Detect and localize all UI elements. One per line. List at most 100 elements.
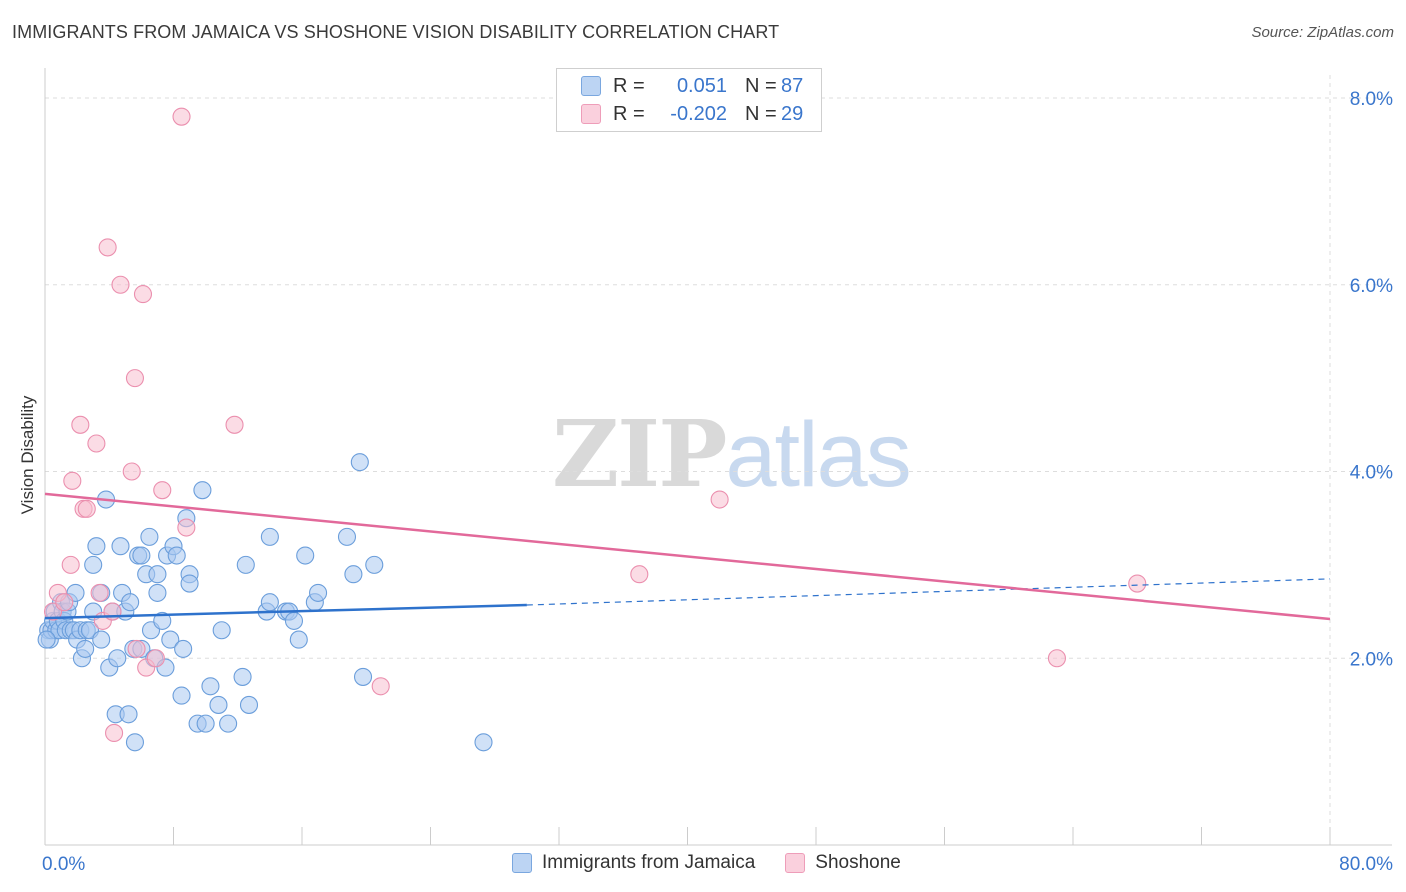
point-shoshone [371, 677, 390, 696]
point-jamaica [167, 546, 186, 565]
point-jamaica [289, 630, 308, 649]
point-shoshone [127, 639, 146, 658]
watermark: ZIPatlas [552, 400, 912, 508]
point-jamaica [132, 546, 151, 565]
legend-label-shoshone: Shoshone [815, 852, 901, 873]
legend-r-label: R = [613, 74, 645, 97]
point-jamaica [284, 611, 304, 630]
point-shoshone [630, 565, 649, 584]
point-jamaica [233, 667, 252, 686]
point-jamaica [209, 695, 228, 714]
point-shoshone [55, 593, 74, 612]
point-jamaica [111, 537, 130, 556]
point-jamaica [196, 714, 215, 733]
point-jamaica [119, 705, 138, 724]
point-jamaica [148, 565, 167, 584]
point-shoshone [1047, 649, 1066, 668]
point-jamaica [337, 527, 357, 546]
x-tick-label: 80.0% [1339, 854, 1393, 875]
point-jamaica [84, 555, 103, 574]
point-jamaica [76, 639, 95, 658]
point-jamaica [174, 639, 193, 658]
point-jamaica [260, 527, 279, 546]
point-jamaica [353, 667, 373, 686]
y-tick-label: 2.0% [1350, 649, 1393, 670]
point-jamaica [37, 630, 56, 649]
point-jamaica [87, 537, 106, 556]
point-shoshone [225, 415, 244, 434]
point-jamaica [219, 714, 238, 733]
legend-row-shoshone: R = -0.202 N = 29 [557, 100, 803, 128]
point-jamaica [344, 565, 363, 584]
source-label: Source: ZipAtlas.com [1251, 24, 1394, 41]
point-shoshone [77, 499, 96, 518]
legend-swatch-pink [581, 104, 601, 124]
point-shoshone [125, 369, 144, 388]
point-jamaica [309, 583, 328, 602]
point-jamaica [212, 621, 231, 640]
point-shoshone [153, 481, 172, 500]
watermark-atlas: atlas [725, 404, 911, 506]
trendline-jamaica [44, 603, 527, 620]
y-tick-label: 8.0% [1350, 89, 1393, 110]
trend-lines [44, 492, 1331, 621]
point-shoshone [87, 434, 106, 453]
legend-swatch-pink [785, 853, 806, 873]
point-shoshone [98, 238, 117, 257]
grid-lines [45, 75, 1390, 845]
axes [44, 68, 1392, 846]
point-shoshone [63, 471, 82, 490]
legend-row-jamaica: R = 0.051 N = 87 [557, 72, 803, 100]
point-jamaica [125, 733, 144, 752]
x-tick-label: 0.0% [42, 854, 85, 875]
point-jamaica [108, 649, 127, 668]
legend-n-label: N = [745, 74, 777, 97]
correlation-legend: R = 0.051 N = 87 R = -0.202 N = 29 [556, 68, 822, 132]
chart-title: IMMIGRANTS FROM JAMAICA VS SHOSHONE VISI… [12, 22, 780, 42]
y-tick-label: 4.0% [1350, 463, 1393, 484]
y-tick-label: 6.0% [1350, 276, 1393, 297]
point-shoshone [1128, 574, 1147, 593]
point-jamaica [239, 695, 259, 714]
point-jamaica [201, 677, 220, 696]
data-points [37, 107, 1147, 752]
point-shoshone [177, 518, 196, 537]
point-jamaica [180, 574, 199, 593]
legend-n-value: 87 [781, 74, 804, 97]
trendline-jamaica-extension [526, 578, 1331, 606]
trendline-shoshone [44, 492, 1331, 621]
point-jamaica [161, 630, 180, 649]
point-shoshone [90, 583, 109, 602]
point-jamaica [296, 546, 315, 565]
point-jamaica [193, 481, 212, 500]
legend-r-label: R = [613, 102, 645, 125]
point-shoshone [710, 490, 729, 509]
point-jamaica [153, 611, 172, 630]
legend-r-value: 0.051 [676, 74, 727, 97]
point-shoshone [172, 107, 191, 126]
point-shoshone [71, 415, 90, 434]
point-jamaica [172, 686, 191, 705]
point-shoshone [111, 275, 130, 294]
point-shoshone [146, 649, 165, 668]
legend-swatch-blue [512, 853, 532, 873]
point-jamaica [92, 630, 111, 649]
legend-label-jamaica: Immigrants from Jamaica [542, 852, 756, 873]
point-shoshone [133, 285, 153, 304]
point-jamaica [260, 593, 279, 612]
point-jamaica [365, 555, 384, 574]
point-jamaica [148, 583, 167, 602]
legend-swatch-blue [581, 76, 601, 96]
tick-labels: 2.0% 4.0% 6.0% 8.0% 0.0% 80.0% [42, 89, 1393, 875]
point-jamaica [474, 733, 493, 752]
legend-n-label: N = [745, 102, 777, 125]
legend-n-value: 29 [781, 102, 804, 125]
legend-item-shoshone: Shoshone [785, 852, 901, 874]
point-jamaica [140, 527, 159, 546]
watermark-zip: ZIP [552, 400, 727, 508]
series-legend: Immigrants from Jamaica Shoshone [512, 852, 931, 874]
point-shoshone [105, 723, 124, 743]
point-jamaica [236, 555, 255, 574]
point-jamaica [350, 453, 369, 472]
